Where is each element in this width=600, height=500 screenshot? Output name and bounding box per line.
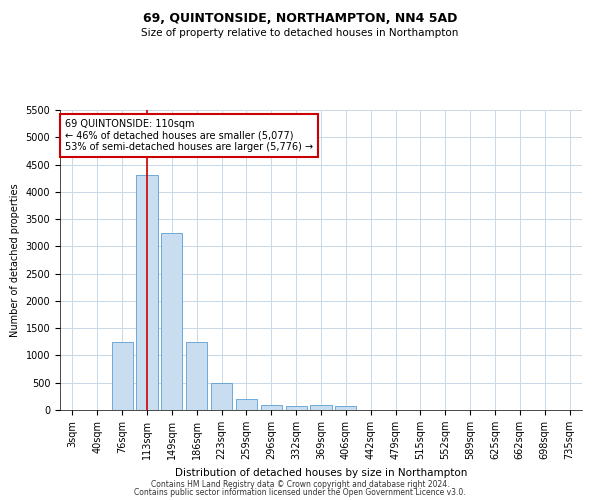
Text: 69 QUINTONSIDE: 110sqm
← 46% of detached houses are smaller (5,077)
53% of semi-: 69 QUINTONSIDE: 110sqm ← 46% of detached… (65, 119, 313, 152)
Text: Contains HM Land Registry data © Crown copyright and database right 2024.: Contains HM Land Registry data © Crown c… (151, 480, 449, 489)
Bar (310, 404, 332, 410)
Bar (335, 406, 356, 410)
Text: Contains public sector information licensed under the Open Government Licence v3: Contains public sector information licen… (134, 488, 466, 497)
Bar (112, 342, 133, 410)
Bar (211, 382, 232, 410)
Bar (261, 404, 282, 410)
Bar (186, 342, 207, 410)
Bar (236, 399, 257, 410)
X-axis label: Distribution of detached houses by size in Northampton: Distribution of detached houses by size … (175, 468, 467, 477)
Bar (136, 176, 158, 410)
Text: 69, QUINTONSIDE, NORTHAMPTON, NN4 5AD: 69, QUINTONSIDE, NORTHAMPTON, NN4 5AD (143, 12, 457, 26)
Bar (161, 232, 182, 410)
Text: Size of property relative to detached houses in Northampton: Size of property relative to detached ho… (142, 28, 458, 38)
Bar (286, 406, 307, 410)
Y-axis label: Number of detached properties: Number of detached properties (10, 183, 20, 337)
